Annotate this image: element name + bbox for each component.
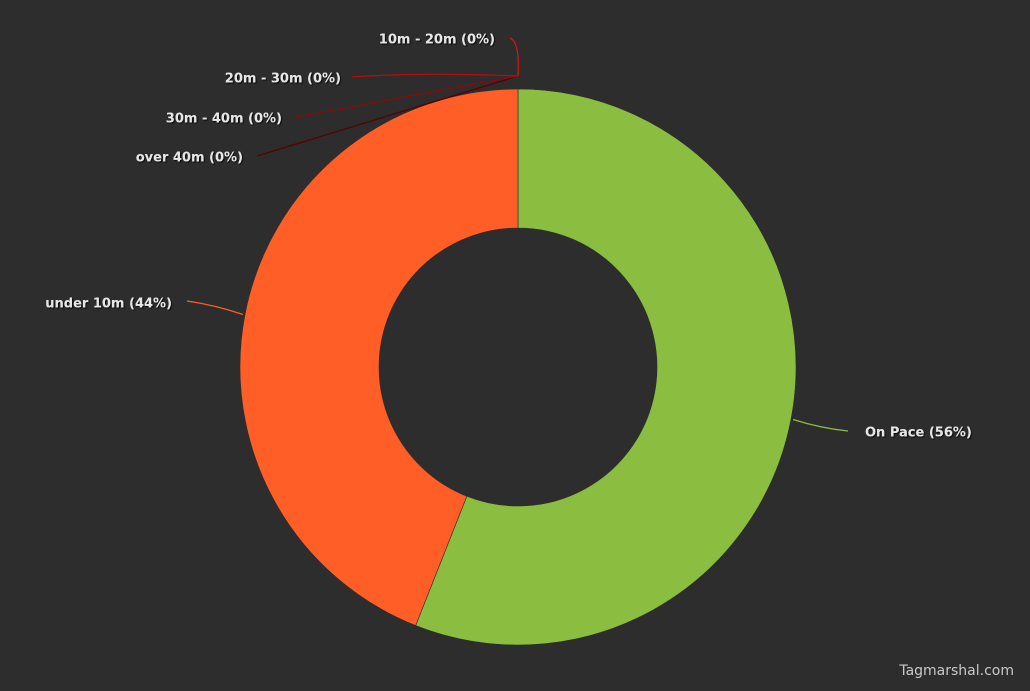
connector-over-40m-0 xyxy=(256,75,519,157)
label-over-40m-0: over 40m (0%) xyxy=(136,151,243,166)
connectors-group xyxy=(186,37,849,432)
slices-group xyxy=(239,88,797,646)
slice-on-pace-56[interactable] xyxy=(415,88,797,646)
connector-20m-30m-0 xyxy=(351,73,519,78)
label-30m-40m-0: 30m - 40m (0%) xyxy=(166,112,282,127)
label-on-pace-56: On Pace (56%) xyxy=(865,426,972,441)
label-20m-30m-0: 20m - 30m (0%) xyxy=(225,72,341,87)
connector-under-10m-44 xyxy=(186,300,244,316)
labels-group: On Pace (56%) under 10m (44%) over 40m (0%… xyxy=(45,33,972,441)
label-10m-20m-0: 10m - 20m (0%) xyxy=(379,33,495,48)
label-under-10m-44: under 10m (44%) xyxy=(45,297,172,312)
connector-10m-20m-0 xyxy=(509,37,519,77)
watermark-text: Tagmarshal.com xyxy=(899,663,1014,679)
connector-30m-40m-0 xyxy=(295,75,519,118)
connector-on-pace-56 xyxy=(792,418,849,432)
